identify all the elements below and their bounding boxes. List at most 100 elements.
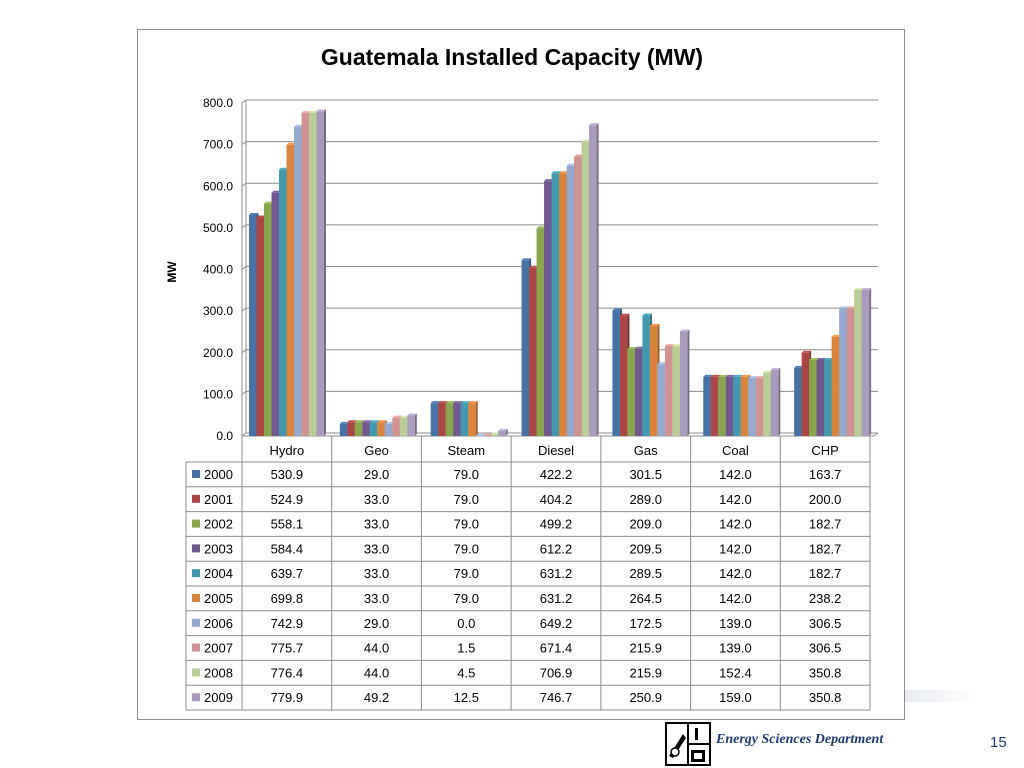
data-label: 404.2 [540, 492, 573, 507]
data-label: 350.8 [809, 690, 842, 705]
bar-top [445, 401, 456, 404]
gridline-depth [241, 224, 247, 229]
bar-top [498, 428, 508, 431]
bar [339, 423, 348, 436]
bar-top [612, 308, 622, 311]
bar [369, 422, 378, 436]
data-label: 152.4 [719, 665, 752, 680]
category-label: Gas [634, 443, 658, 458]
data-label: 289.5 [629, 566, 662, 581]
bar [468, 403, 476, 436]
bar [529, 267, 537, 436]
bar [301, 113, 309, 437]
bar-top [483, 433, 493, 436]
bar [475, 436, 484, 437]
data-label: 250.9 [629, 690, 662, 705]
bar-top [679, 329, 690, 332]
data-label: 584.4 [271, 541, 304, 556]
bar-top [294, 124, 304, 127]
category-label: Geo [364, 443, 389, 458]
data-label: 524.9 [271, 492, 304, 507]
bar-top [839, 306, 849, 309]
bar [589, 125, 597, 436]
bar [544, 181, 552, 436]
bar [679, 331, 688, 436]
data-label: 530.9 [271, 467, 304, 482]
bar-top [551, 171, 562, 174]
data-label: 776.4 [271, 665, 304, 680]
bar [377, 422, 385, 436]
bar [286, 144, 294, 436]
bar-top [536, 226, 547, 229]
data-label: 215.9 [629, 641, 662, 656]
data-label: 172.5 [629, 616, 662, 631]
data-label: 639.7 [271, 566, 304, 581]
bar-top [377, 420, 387, 423]
bar-top [581, 139, 592, 142]
bar-top [301, 111, 311, 114]
bar-top [710, 374, 721, 377]
bar [634, 348, 643, 436]
bar-top [362, 420, 372, 423]
bar [824, 359, 832, 436]
bar [627, 349, 635, 436]
bar-top [816, 357, 827, 360]
bar-side [687, 329, 690, 436]
bar-top [725, 374, 736, 377]
data-label: 209.0 [629, 517, 662, 532]
bar-top [316, 109, 326, 112]
bar-top [619, 313, 630, 316]
bar-top [271, 190, 281, 193]
bar-top [794, 365, 804, 368]
y-tick-label: 700.0 [203, 138, 233, 152]
data-label: 200.0 [809, 492, 842, 507]
y-tick-label: 600.0 [203, 179, 233, 193]
data-label: 142.0 [719, 492, 752, 507]
data-label: 139.0 [719, 616, 752, 631]
bar [612, 310, 620, 436]
gridline-depth [241, 349, 247, 354]
bar [861, 289, 870, 436]
gridline-depth [241, 141, 247, 146]
data-label: 33.0 [364, 492, 389, 507]
bar-top [809, 357, 819, 360]
data-label: 742.9 [271, 616, 304, 631]
bar [748, 378, 756, 436]
data-label: 209.5 [629, 541, 662, 556]
bar [831, 336, 840, 436]
gridline-depth [241, 99, 247, 104]
footer-department: Energy Sciences Department [716, 732, 884, 747]
bar-top [384, 421, 395, 424]
legend-swatch [192, 544, 200, 553]
bar [664, 346, 673, 436]
bar-top [399, 415, 410, 418]
data-label: 79.0 [454, 467, 479, 482]
bar-top [642, 313, 652, 316]
bar-top [718, 374, 728, 377]
bar [354, 422, 363, 436]
bar [657, 364, 665, 436]
data-label: 139.0 [719, 641, 752, 656]
floor-edge [873, 432, 879, 437]
bar-top [574, 154, 584, 157]
data-label: 49.2 [364, 690, 389, 705]
bar-top [649, 323, 660, 326]
bar-top [672, 344, 682, 347]
bar-top [529, 265, 539, 268]
bar [725, 376, 734, 436]
bar-top [763, 370, 773, 373]
data-label: 699.8 [271, 591, 304, 606]
bar-top [559, 171, 569, 174]
bar [763, 372, 771, 436]
bar [392, 417, 400, 436]
bar [809, 359, 817, 436]
data-label: 44.0 [364, 665, 389, 680]
data-label: 306.5 [809, 641, 842, 656]
bar [407, 415, 415, 436]
bar-top [748, 376, 758, 379]
legend-swatch [192, 693, 200, 702]
legend-swatch [192, 643, 200, 652]
data-label: 649.2 [540, 616, 573, 631]
legend-label: 2006 [204, 616, 233, 631]
